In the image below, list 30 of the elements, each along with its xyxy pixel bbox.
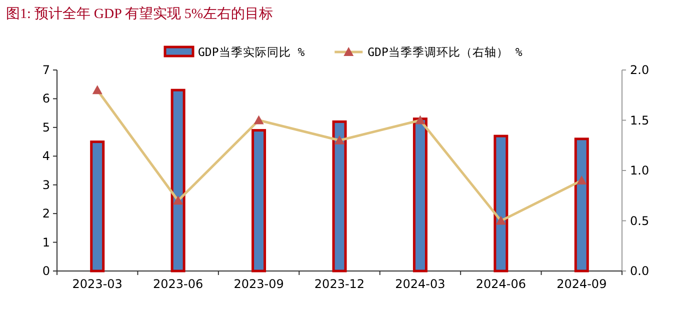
bar	[494, 134, 508, 272]
x-tick-label: 2023-12	[314, 277, 365, 291]
y-tick-label: 3	[42, 178, 50, 192]
y2-tick-label: 1.0	[630, 164, 650, 178]
y2-tick-label: 0.0	[630, 264, 650, 278]
y-tick-label: 4	[42, 149, 50, 164]
bar	[170, 88, 186, 272]
x-tick-label: 2024-03	[395, 277, 446, 291]
y-tick-label: 6	[42, 92, 50, 106]
y-tick-label: 2	[42, 206, 50, 221]
bar	[332, 120, 347, 272]
x-tick-label: 2023-03	[72, 277, 122, 291]
bar	[412, 118, 428, 272]
y2-tick-label: 1.5	[630, 113, 650, 128]
bar	[90, 140, 105, 272]
chart-title: 图1: 预计全年 GDP 有望实现 5%左右的目标	[6, 6, 274, 22]
y-tick-label: 0	[42, 264, 50, 278]
y-tick-label: 1	[42, 235, 50, 250]
y-tick-label: 5	[42, 120, 50, 134]
y2-tick-label: 2.0	[630, 63, 650, 77]
y-tick-label: 7	[42, 63, 50, 77]
bar	[252, 129, 266, 272]
x-tick-label: 2023-09	[234, 277, 284, 291]
legend-label: GDP当季季调环比（右轴） %	[368, 45, 522, 59]
bar	[574, 138, 589, 272]
x-tick-label: 2024-09	[556, 277, 607, 291]
x-tick-label: 2023-06	[153, 277, 204, 291]
x-tick-label: 2024-06	[476, 277, 526, 291]
y2-tick-label: 0.5	[630, 214, 650, 228]
legend-label: GDP当季实际同比 %	[198, 45, 305, 59]
